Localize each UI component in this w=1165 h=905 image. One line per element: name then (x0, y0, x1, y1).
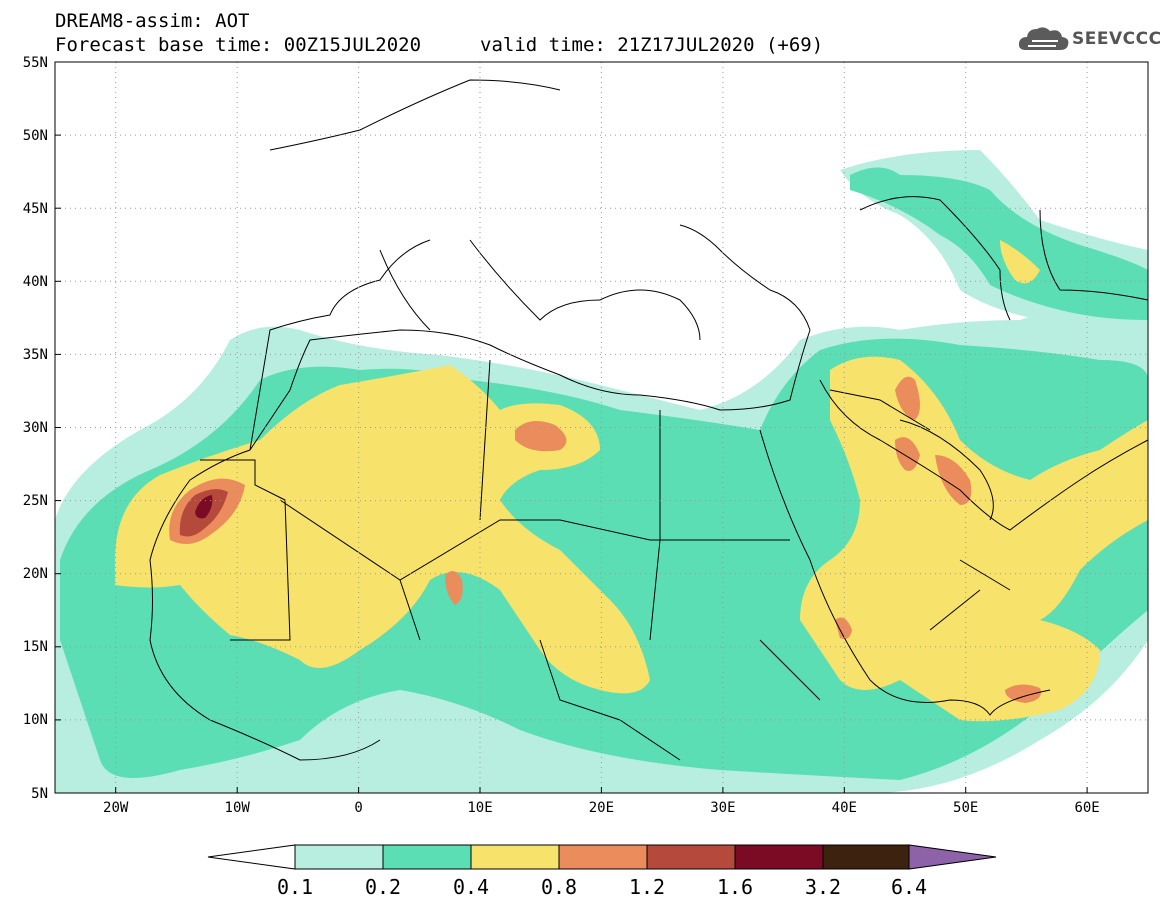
colorbar-high-arrow (908, 844, 997, 870)
colorbar-swatch (646, 844, 736, 870)
lat-label: 45N (23, 201, 48, 217)
map-title: DREAM8-assim: AOT (55, 10, 250, 32)
seevccc-logo: SEEVCCC (1018, 24, 1162, 54)
lon-label: 10E (467, 800, 492, 816)
colorbar-swatch (558, 844, 648, 870)
colorbar-tick: 1.2 (629, 875, 665, 899)
colorbar-tick: 1.6 (717, 875, 753, 899)
lat-label: 55N (23, 55, 48, 71)
lat-label: 35N (23, 347, 48, 363)
lon-label: 0 (354, 800, 362, 816)
colorbar-swatch (470, 844, 560, 870)
lat-label: 50N (23, 128, 48, 144)
colorbar-swatch (822, 844, 910, 870)
aot-field (55, 150, 1148, 793)
lon-label: 60E (1074, 800, 1099, 816)
logo-text: SEEVCCC (1072, 29, 1162, 49)
lat-label: 25N (23, 493, 48, 509)
lat-label: 40N (23, 274, 48, 290)
graticule (55, 62, 1148, 793)
lon-label: 30E (710, 800, 735, 816)
latitude-labels: 55N 50N 45N 40N 35N 30N 25N 20N 15N 10N … (23, 55, 48, 802)
colorbar-low-arrow (207, 844, 296, 870)
lat-label: 5N (31, 786, 48, 802)
colorbar-swatch (294, 844, 384, 870)
colorbar-tick: 3.2 (805, 875, 841, 899)
colorbar-tick: 0.4 (453, 875, 489, 899)
colorbar-tick: 6.4 (891, 875, 927, 899)
valid-time: valid time: 21Z17JUL2020 (+69) (480, 34, 824, 56)
axis-ticks (55, 61, 1088, 794)
lon-label: 40E (832, 800, 857, 816)
longitude-labels: 20W 10W 0 10E 20E 30E 40E 50E 60E (103, 800, 1100, 816)
colorbar (207, 844, 997, 870)
colorbar-swatch (734, 844, 824, 870)
lon-label: 20E (589, 800, 614, 816)
lon-label: 50E (953, 800, 978, 816)
lat-label: 30N (23, 420, 48, 436)
lat-label: 20N (23, 566, 48, 582)
colorbar-tick: 0.8 (541, 875, 577, 899)
colorbar-swatch (382, 844, 472, 870)
colorbar-ticks: 0.1 0.2 0.4 0.8 1.2 1.6 3.2 6.4 (277, 875, 927, 899)
colorbar-tick: 0.2 (365, 875, 401, 899)
lon-label: 10W (225, 800, 251, 816)
lat-label: 10N (23, 712, 48, 728)
cloud-icon (1018, 27, 1069, 50)
colorbar-tick: 0.1 (277, 875, 313, 899)
forecast-base-time: Forecast base time: 00Z15JUL2020 (55, 34, 422, 56)
coastlines (149, 79, 1148, 761)
lat-label: 15N (23, 639, 48, 655)
lon-label: 20W (103, 800, 129, 816)
